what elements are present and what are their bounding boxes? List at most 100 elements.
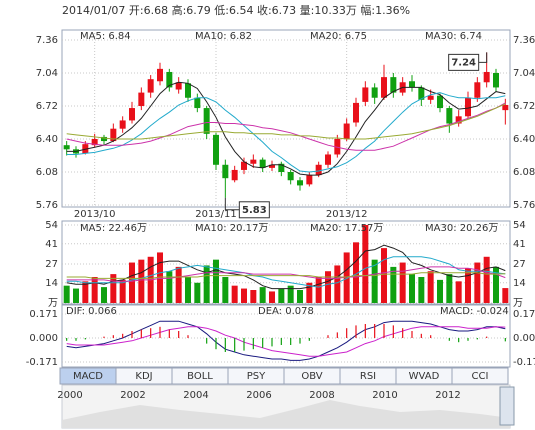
candle-body — [213, 134, 219, 165]
volume-bar — [353, 242, 359, 303]
volume-bar — [91, 277, 98, 303]
legend-label: MA5: 22.46万 — [80, 223, 147, 234]
candle-body — [306, 175, 313, 185]
indicator-tab[interactable] — [451, 367, 509, 385]
y-tick-label: 54 — [45, 220, 58, 231]
volume-bar — [222, 277, 229, 303]
y-tick-label: 0.171 — [29, 309, 58, 320]
volume-bar — [502, 288, 509, 303]
volume-bar — [409, 274, 415, 303]
candle-body — [250, 159, 257, 164]
indicator-tab-label[interactable]: CCI — [472, 371, 489, 382]
header-quote: 2014/01/07 开:6.68 高:6.79 低:6.54 收:6.73 量… — [62, 3, 410, 17]
candle-body — [269, 164, 275, 168]
indicator-tab-label[interactable]: OBV — [301, 371, 322, 382]
volume-bar — [483, 256, 490, 303]
timeline-year: 2010 — [372, 390, 397, 401]
y-tick-label-right: 6.40 — [513, 134, 535, 145]
indicator-tab-label[interactable]: MACD — [73, 371, 103, 382]
candle-body — [474, 82, 481, 98]
indicator-tab-label[interactable]: BOLL — [187, 371, 213, 382]
volume-frame — [61, 220, 511, 305]
price-frame — [61, 29, 511, 208]
indicator-tab-label[interactable]: KDJ — [135, 371, 152, 382]
ma-line — [66, 326, 506, 357]
candle-body — [409, 81, 415, 88]
candle-body — [287, 172, 294, 181]
volume-bar — [297, 290, 303, 303]
indicator-tab-label[interactable]: RSI — [360, 371, 376, 382]
candle-body — [231, 169, 238, 181]
candle-body — [63, 145, 70, 150]
volume-bar — [306, 282, 313, 303]
candle-body — [91, 139, 98, 146]
macd-frame — [61, 304, 511, 368]
timeline-handle[interactable] — [499, 386, 515, 426]
y-tick-label: 27 — [45, 259, 58, 270]
timeline-area — [62, 400, 510, 428]
candle-body — [455, 116, 462, 124]
ma-line — [66, 81, 506, 176]
candle-body — [446, 108, 453, 124]
volume-bar — [241, 288, 247, 303]
candle-body — [343, 123, 350, 139]
volume-bar — [418, 277, 425, 303]
candle-body — [502, 104, 509, 111]
annotation-label: 7.24 — [451, 57, 476, 68]
y-tick-label-right: 0.171 — [513, 309, 535, 320]
y-tick-label: 6.72 — [36, 101, 58, 112]
y-tick-label-right: 54 — [513, 220, 526, 231]
candle-body — [166, 71, 173, 88]
y-tick-label: -0.171 — [26, 357, 58, 368]
candle-body — [381, 77, 387, 98]
volume-bar — [194, 282, 201, 303]
volume-bar — [157, 252, 163, 303]
y-tick-label-right: 7.04 — [513, 68, 535, 79]
ma-line — [66, 272, 506, 279]
indicator-tab-label[interactable]: WVAD — [409, 371, 440, 382]
candle-body — [110, 128, 117, 142]
candle-body — [157, 68, 163, 82]
volume-bar — [185, 277, 191, 303]
annotation-label: 5.83 — [242, 205, 267, 216]
volume-bar — [63, 285, 70, 303]
annotation-box — [448, 53, 480, 71]
candle-body — [147, 79, 154, 93]
timeline-year: 2006 — [246, 390, 271, 401]
volume-bar — [390, 266, 397, 303]
volume-bar — [166, 271, 173, 303]
candle-body — [325, 154, 331, 165]
candle-body — [437, 95, 443, 109]
timeline-year: 2002 — [120, 390, 145, 401]
y-tick-label: 0.000 — [29, 333, 58, 344]
candle-body — [101, 136, 107, 142]
annotation-pointer — [224, 197, 240, 211]
x-tick-label: 2013/12 — [326, 209, 368, 220]
volume-bar — [427, 271, 434, 303]
volume-bar — [110, 274, 117, 303]
candle-body — [371, 87, 378, 98]
y-tick-label-right: 0.000 — [513, 333, 535, 344]
indicator-tab-label[interactable]: PSY — [247, 371, 266, 382]
volume-bar — [343, 252, 350, 303]
volume-bar — [259, 287, 266, 303]
ma-line — [66, 244, 506, 290]
ma-line — [66, 320, 506, 361]
volume-bar — [362, 225, 369, 303]
volume-bar — [129, 262, 135, 303]
legend-label: MA20: 17.57万 — [310, 223, 383, 234]
y-tick-label: 5.76 — [36, 200, 58, 211]
candle-body — [390, 77, 397, 93]
y-tick-label-right: 41 — [513, 239, 526, 250]
candle-body — [138, 92, 145, 106]
legend-label: MA30: 6.74 — [425, 31, 482, 42]
volume-bar — [213, 259, 219, 303]
legend-label: MA10: 20.17万 — [195, 223, 268, 234]
volume-bar — [399, 262, 406, 303]
candle-body — [129, 108, 135, 121]
volume-bar — [250, 290, 257, 303]
volume-bar — [175, 266, 182, 303]
legend-label: DEA: 0.078 — [258, 306, 314, 317]
volume-bar — [455, 281, 462, 303]
legend-label: MACD: -0.024 — [440, 306, 509, 317]
